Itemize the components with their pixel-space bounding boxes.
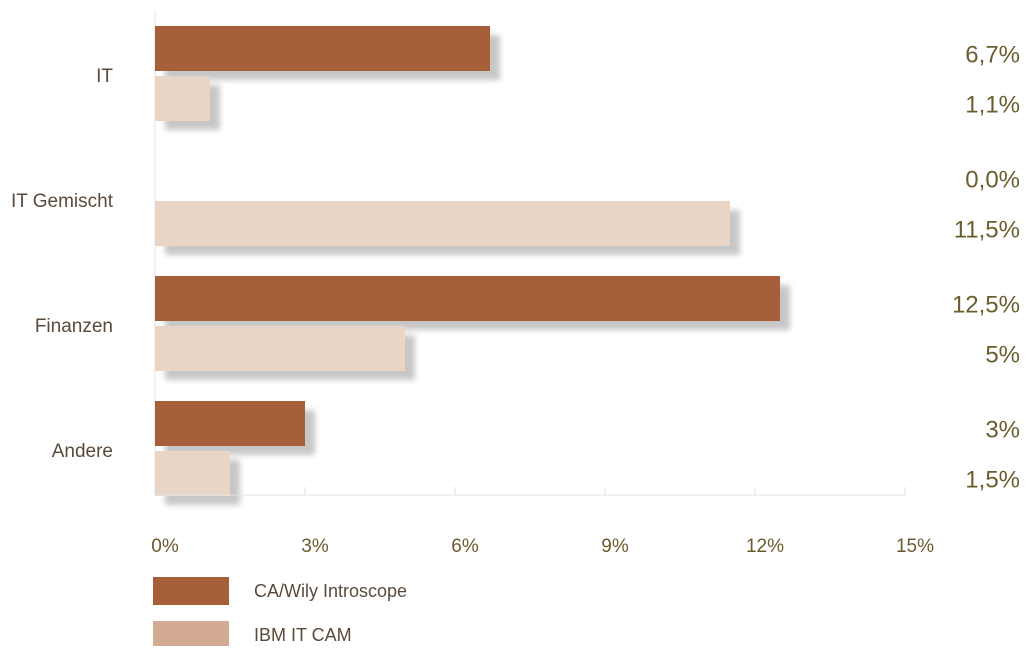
x-tick-label: 6%: [451, 536, 479, 557]
legend-label: CA/Wily Introscope: [254, 581, 407, 601]
category-label: Andere: [52, 441, 113, 462]
bar: [155, 276, 780, 321]
x-tick-label: 0%: [151, 536, 179, 557]
data-label: 11,5%: [954, 216, 1020, 243]
data-label: 12,5%: [952, 291, 1020, 318]
data-label: 0,0%: [965, 166, 1020, 193]
category-label: IT: [96, 66, 113, 87]
data-label: 6,7%: [965, 41, 1020, 68]
category-label: IT Gemischt: [11, 191, 114, 212]
bar: [155, 76, 210, 121]
bar: [155, 401, 305, 446]
data-label: 1,1%: [965, 91, 1020, 118]
bar: [155, 451, 230, 496]
data-label: 5%: [985, 341, 1020, 368]
x-tick-label: 9%: [601, 536, 629, 557]
x-tick-label: 15%: [896, 536, 934, 557]
legend-swatch: [153, 577, 229, 605]
bar: [155, 201, 730, 246]
legend-swatch: [153, 621, 229, 649]
x-tick-label: 3%: [301, 536, 329, 557]
category-label: Finanzen: [35, 316, 113, 337]
data-label: 3%: [985, 416, 1020, 443]
x-tick-label: 12%: [746, 536, 784, 557]
bar: [155, 26, 490, 71]
data-label: 1,5%: [965, 466, 1020, 493]
bar: [155, 326, 405, 371]
legend-label: IBM IT CAM: [254, 625, 352, 645]
